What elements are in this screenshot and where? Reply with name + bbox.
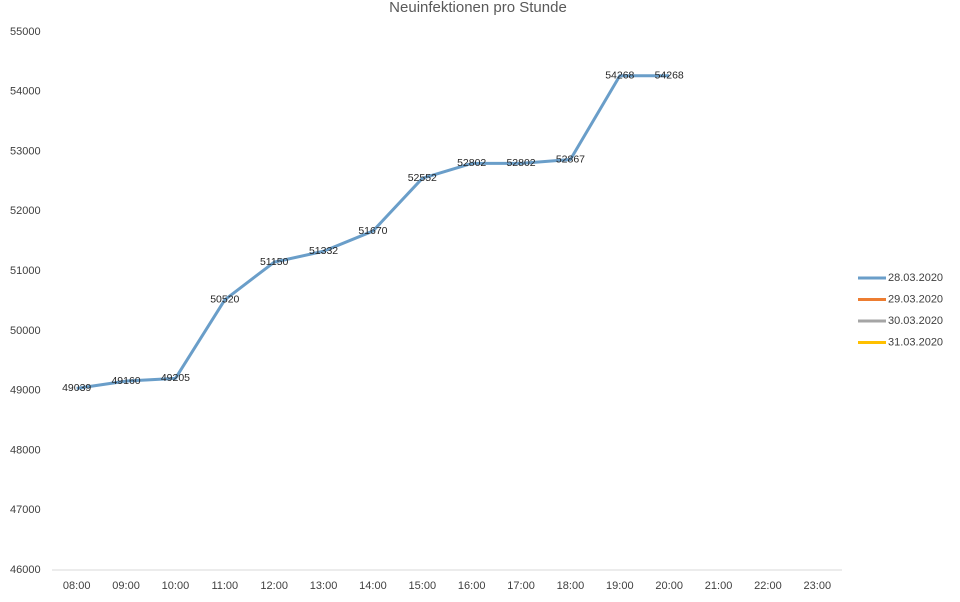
y-tick-label: 53000 [10, 145, 41, 157]
x-tick-label: 18:00 [557, 580, 585, 592]
y-tick-label: 50000 [10, 325, 41, 337]
data-label: 51670 [358, 225, 387, 237]
y-tick-label: 54000 [10, 86, 41, 98]
x-tick-label: 19:00 [606, 580, 634, 592]
data-label: 54268 [605, 70, 634, 82]
data-label: 54268 [655, 70, 684, 82]
data-label: 49160 [111, 375, 140, 387]
x-tick-label: 09:00 [112, 580, 140, 592]
y-tick-label: 47000 [10, 504, 41, 516]
x-tick-label: 10:00 [162, 580, 190, 592]
data-label: 52867 [556, 153, 585, 165]
x-tick-label: 23:00 [804, 580, 832, 592]
data-label: 50520 [210, 294, 239, 306]
x-tick-label: 08:00 [63, 580, 91, 592]
series-line [76, 74, 670, 390]
x-tick-label: 17:00 [507, 580, 535, 592]
data-label: 49205 [161, 372, 190, 384]
y-tick-label: 46000 [10, 564, 41, 576]
x-tick-label: 12:00 [260, 580, 288, 592]
legend-label: 28.03.2020 [888, 272, 943, 284]
chart-title: Neuinfektionen pro Stunde [389, 0, 567, 16]
x-tick-label: 13:00 [310, 580, 338, 592]
data-label: 51332 [309, 245, 338, 257]
x-tick-label: 15:00 [409, 580, 437, 592]
y-tick-label: 52000 [10, 205, 41, 217]
x-tick-label: 22:00 [754, 580, 782, 592]
x-tick-label: 21:00 [705, 580, 733, 592]
x-tick-label: 14:00 [359, 580, 387, 592]
data-label: 49039 [62, 382, 91, 394]
legend-label: 29.03.2020 [888, 293, 943, 305]
data-label: 52802 [506, 157, 535, 169]
x-tick-label: 16:00 [458, 580, 486, 592]
data-label: 52552 [408, 172, 437, 184]
x-tick-label: 11:00 [211, 580, 238, 592]
data-label: 51150 [260, 256, 289, 268]
y-tick-label: 48000 [10, 444, 41, 456]
data-label: 52802 [457, 157, 486, 169]
y-tick-label: 51000 [10, 265, 41, 277]
y-tick-label: 55000 [10, 26, 41, 38]
legend-label: 31.03.2020 [888, 336, 943, 348]
y-tick-label: 49000 [10, 385, 41, 397]
x-tick-label: 20:00 [655, 580, 683, 592]
legend-label: 30.03.2020 [888, 315, 943, 327]
